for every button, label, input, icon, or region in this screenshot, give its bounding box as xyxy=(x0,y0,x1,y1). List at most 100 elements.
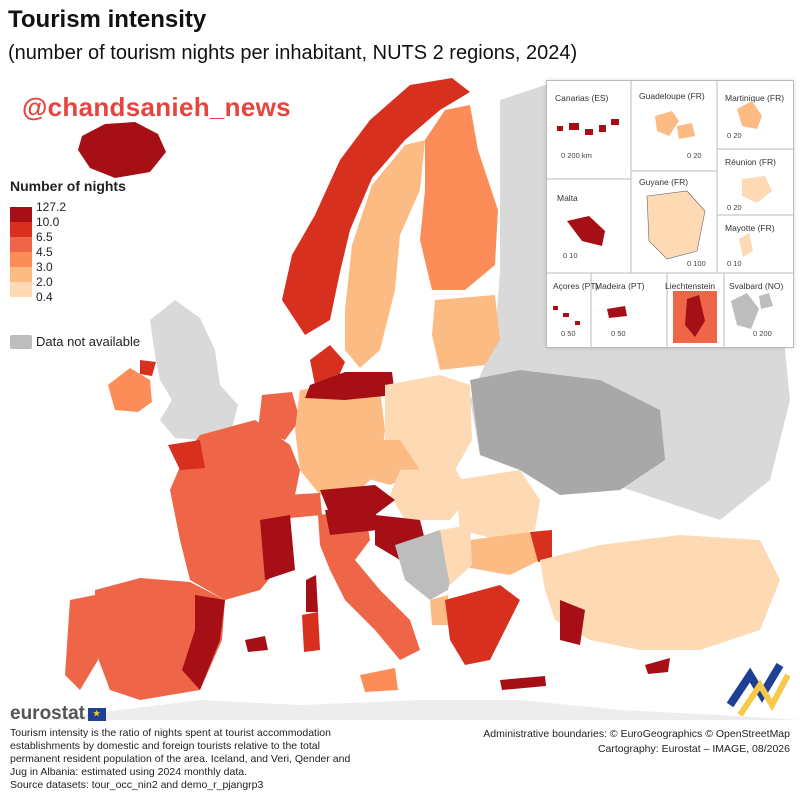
legend-break-1: 127.2 xyxy=(36,200,67,214)
inset-guyane-map xyxy=(646,190,706,260)
inset-reunion-label: Réunion (FR) xyxy=(725,157,777,167)
inset-liechtenstein-label: Liechtenstein xyxy=(665,281,716,291)
credits-cartography: Cartography: Eurostat – IMAGE, 08/2026 xyxy=(597,743,790,755)
map-romania xyxy=(455,470,540,540)
map-ireland xyxy=(108,368,152,412)
legend-no-data: Data not available xyxy=(10,334,140,349)
map-benelux xyxy=(258,392,300,440)
inset-canarias-scale: 0 200 km xyxy=(561,151,592,160)
legend-break-3: 6.5 xyxy=(36,230,53,244)
map-finland xyxy=(420,105,498,290)
inset-guyane-label: Guyane (FR) xyxy=(639,177,689,187)
inset-guadeloupe-label: Guadeloupe (FR) xyxy=(639,91,705,101)
inset-martinique-scale: 0 20 xyxy=(727,131,742,140)
legend-swatch-4 xyxy=(10,252,32,267)
inset-panel: Canarias (ES) 0 200 km Guadeloupe (FR) 0… xyxy=(546,80,794,348)
inset-malta-scale: 0 10 xyxy=(563,251,578,260)
legend-break-5: 3.0 xyxy=(36,260,53,274)
inset-martinique-label: Martinique (FR) xyxy=(725,93,785,103)
map-turkey xyxy=(540,535,780,650)
map-baltics xyxy=(432,295,500,370)
map-n-ireland xyxy=(140,360,156,376)
legend-title: Number of nights xyxy=(10,178,126,194)
inset-madeira-scale: 0 50 xyxy=(611,329,626,338)
inset-mayotte-scale: 0 10 xyxy=(727,259,742,268)
page-title: Tourism intensity xyxy=(8,6,207,33)
map-france-alps xyxy=(260,515,295,580)
map-crete xyxy=(500,676,546,690)
map-sweden xyxy=(345,140,425,368)
inset-reunion-map xyxy=(742,176,772,203)
inset-madeira-label: Madeira (PT) xyxy=(595,281,645,291)
inset-acores-label: Açores (PT) xyxy=(553,281,599,291)
legend: Number of nights 127.2 10.0 6.5 4.5 3.0 … xyxy=(10,178,170,349)
map-slovakia-hungary xyxy=(390,468,470,520)
legend-scale: 127.2 10.0 6.5 4.5 3.0 2.0 0.4 Data not … xyxy=(10,200,170,349)
inset-mayotte-label: Mayotte (FR) xyxy=(725,223,775,233)
map-sardinia xyxy=(302,612,320,652)
inset-svalbard-label: Svalbard (NO) xyxy=(729,281,784,291)
legend-break-7: 0.4 xyxy=(36,290,53,304)
inset-martinique-map xyxy=(737,101,762,129)
map-denmark xyxy=(310,345,345,385)
inset-acores-scale: 0 50 xyxy=(561,329,576,338)
inset-svalbard-map xyxy=(731,293,773,329)
legend-break-2: 10.0 xyxy=(36,215,60,229)
eurostat-logo-text: eurostat xyxy=(10,703,85,724)
inset-maps xyxy=(547,81,793,347)
legend-swatch-3 xyxy=(10,237,32,252)
inset-canarias-label: Canarias (ES) xyxy=(555,93,609,103)
map-uk xyxy=(150,300,238,440)
map-poland xyxy=(385,375,472,470)
eurostat-logo: eurostat xyxy=(10,703,106,725)
inset-guyane-scale: 0 100 xyxy=(687,259,706,268)
map-switzerland xyxy=(285,493,322,518)
inset-reunion-scale: 0 20 xyxy=(727,203,742,212)
legend-no-data-label: Data not available xyxy=(36,334,141,349)
inset-canarias-map xyxy=(557,119,619,135)
map-greece xyxy=(445,585,520,665)
credits-boundaries: Administrative boundaries: © EuroGeograp… xyxy=(483,728,790,740)
legend-swatch-1 xyxy=(10,207,32,222)
map-bulgaria-coast xyxy=(530,530,552,562)
map-portugal xyxy=(65,595,98,690)
legend-no-data-swatch xyxy=(10,334,32,349)
map-belarus-ukraine xyxy=(470,370,665,495)
map-austria xyxy=(320,485,395,515)
legend-swatch-2 xyxy=(10,222,32,237)
watermark: @chandsanieh_news xyxy=(22,92,291,122)
map-balearics xyxy=(245,636,268,652)
map-cyprus xyxy=(645,658,670,674)
legend-swatch-5 xyxy=(10,267,32,282)
inset-madeira-map xyxy=(607,306,627,318)
credits: Administrative boundaries: © EuroGeograp… xyxy=(483,727,790,757)
map-germany-north xyxy=(305,372,395,400)
legend-break-6: 2.0 xyxy=(36,275,53,289)
map-norway xyxy=(282,78,470,335)
inset-malta-label: Malta xyxy=(557,193,578,203)
inset-guadeloupe-scale: 0 20 xyxy=(687,151,702,160)
map-balkans-non-eu xyxy=(395,530,455,600)
map-north-africa xyxy=(40,700,800,720)
decorative-corner-logo xyxy=(726,662,790,717)
eu-flag-icon xyxy=(87,707,106,721)
source-text: Source datasets: tour_occ_nin2 and demo_… xyxy=(10,779,264,791)
map-serbia xyxy=(440,525,472,585)
map-spain-east xyxy=(182,595,225,690)
inset-malta-map xyxy=(567,216,605,246)
legend-swatch-6 xyxy=(10,282,32,297)
map-italy-north xyxy=(325,508,378,535)
footnote: Tourism intensity is the ratio of nights… xyxy=(10,727,360,792)
map-sicily xyxy=(360,668,398,692)
map-turkey-coast xyxy=(560,600,585,645)
map-italy xyxy=(318,510,420,660)
inset-guadeloupe-map xyxy=(655,111,695,139)
inset-acores-map xyxy=(553,306,580,325)
map-corsica xyxy=(306,575,318,612)
inset-mayotte-map xyxy=(739,233,753,257)
footnote-text: Tourism intensity is the ratio of nights… xyxy=(10,727,351,778)
map-iceland xyxy=(78,122,166,178)
inset-svalbard-scale: 0 200 xyxy=(753,329,772,338)
page-subtitle: (number of tourism nights per inhabitant… xyxy=(8,42,578,64)
map-albania xyxy=(430,595,448,625)
